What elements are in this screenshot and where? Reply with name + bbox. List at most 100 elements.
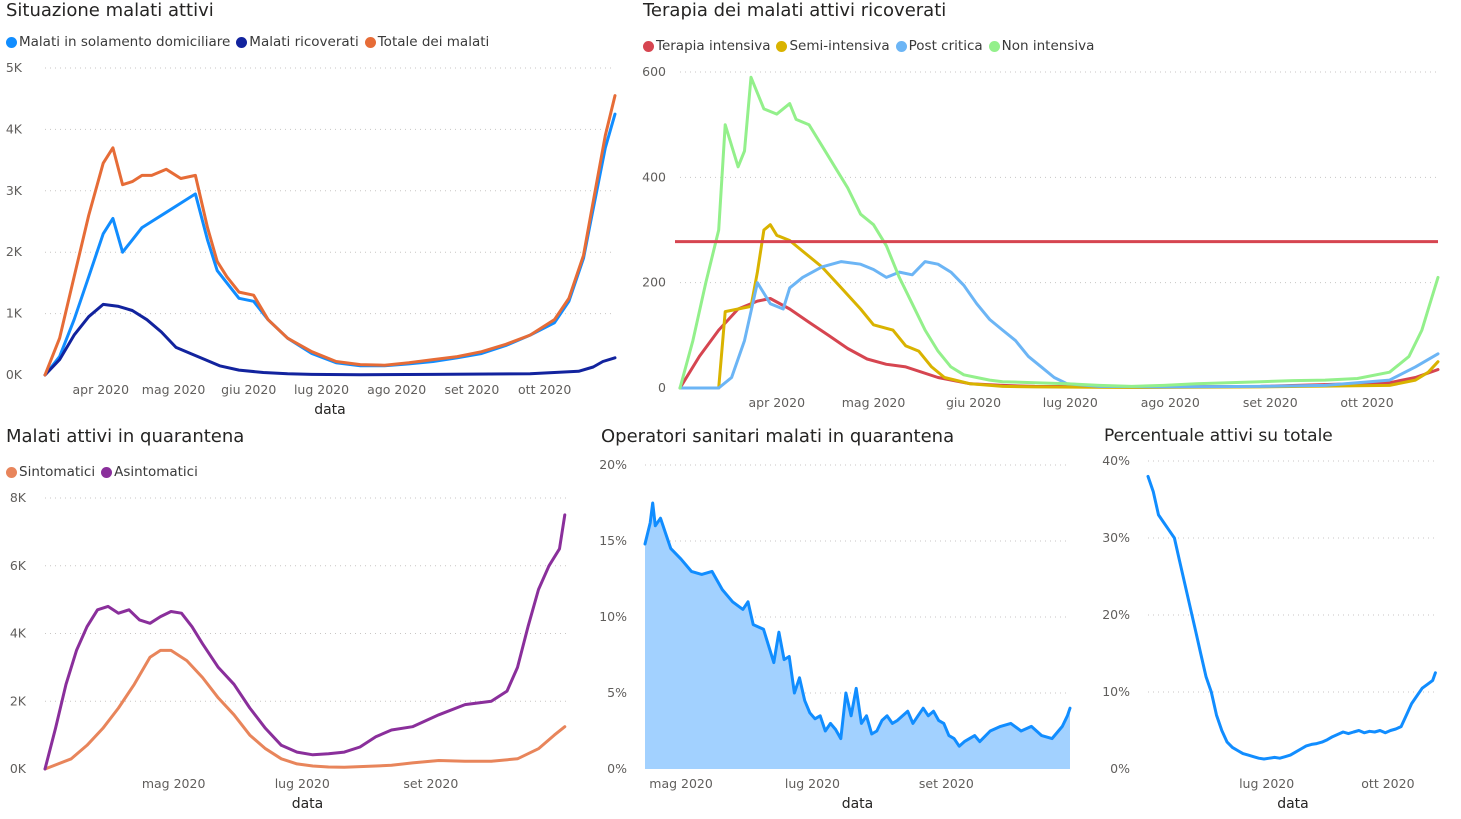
- chart-title: Situazione malati attivi: [6, 0, 214, 21]
- y-tick-label: 8K: [10, 490, 27, 505]
- chart-panel-quarantena[interactable]: Malati attivi in quarantena Sintomatici A…: [0, 422, 590, 819]
- legend-item[interactable]: Post critica: [895, 38, 983, 54]
- legend-marker: [236, 36, 248, 48]
- y-tick-label: 1K: [6, 306, 23, 321]
- x-tick-label: lug 2020: [785, 776, 840, 791]
- x-tick-label: giu 2020: [946, 395, 1001, 410]
- x-tick-label: set 2020: [403, 776, 458, 791]
- legend-marker: [6, 466, 17, 478]
- chart-panel-situazione[interactable]: Situazione malati attivi Malati in solam…: [0, 0, 620, 420]
- x-axis-title: data: [1277, 796, 1309, 812]
- x-tick-label: lug 2020: [294, 382, 349, 397]
- series-line[interactable]: [1146, 474, 1437, 761]
- x-tick-label: ott 2020: [518, 382, 571, 397]
- chart-legend[interactable]: Terapia intensiva Semi-intensiva Post crit…: [643, 38, 1094, 54]
- legend-item[interactable]: Malati ricoverati: [236, 34, 359, 50]
- x-tick-label: set 2020: [444, 382, 499, 397]
- legend-label: Terapia intensiva: [656, 38, 771, 54]
- chart-title: Terapia dei malati attivi ricoverati: [643, 0, 947, 21]
- legend-marker: [364, 36, 376, 48]
- legend-item[interactable]: Sintomatici: [6, 464, 95, 480]
- y-tick-label: 400: [642, 169, 666, 184]
- x-tick-label: set 2020: [919, 776, 974, 791]
- y-tick-label: 0: [658, 380, 666, 395]
- legend-label: Malati ricoverati: [249, 34, 359, 50]
- y-tick-label: 0K: [6, 367, 23, 382]
- legend-label: Totale dei malati: [377, 34, 490, 50]
- legend-marker: [895, 40, 907, 52]
- legend-label: Sintomatici: [19, 464, 96, 480]
- legend-label: Asintomatici: [114, 464, 198, 480]
- x-tick-label: apr 2020: [73, 382, 130, 397]
- series-line[interactable]: [678, 75, 1440, 390]
- y-tick-label: 0%: [1110, 761, 1130, 776]
- chart-panel-terapia[interactable]: Terapia dei malati attivi ricoverati Ter…: [630, 0, 1461, 420]
- legend-item[interactable]: Terapia intensiva: [643, 38, 770, 54]
- series-line[interactable]: [43, 94, 617, 377]
- series-line[interactable]: [678, 223, 1440, 390]
- chart-plot[interactable]: 0% 10% 20% 30% 40% lug 2020 ott 2020 data: [1098, 422, 1461, 819]
- series-line[interactable]: [643, 501, 1072, 748]
- x-tick-label: ott 2020: [1340, 395, 1393, 410]
- y-tick-label: 40%: [1102, 453, 1130, 468]
- x-tick-label: mag 2020: [142, 776, 206, 791]
- y-tick-label: 4K: [10, 626, 27, 641]
- x-tick-label: ago 2020: [367, 382, 426, 397]
- x-tick-label: giu 2020: [221, 382, 276, 397]
- y-tick-label: 10%: [599, 609, 627, 624]
- x-tick-label: lug 2020: [275, 776, 330, 791]
- legend-item[interactable]: Malati in solamento domiciliare: [6, 34, 230, 50]
- x-tick-label: ago 2020: [1141, 395, 1200, 410]
- x-axis-title: data: [842, 796, 874, 812]
- x-axis-title: data: [314, 402, 346, 418]
- series-line[interactable]: [678, 297, 1440, 390]
- chart-plot[interactable]: 0% 5% 10% 15% 20% mag 2020 lug 2020 set 2020 dat…: [595, 422, 1095, 819]
- chart-title: Malati attivi in quarantena: [6, 426, 245, 447]
- x-tick-label: apr 2020: [749, 395, 806, 410]
- chart-panel-percentuale[interactable]: Percentuale attivi su totale 0% 10% 20% 30%…: [1098, 422, 1461, 819]
- y-tick-label: 3K: [6, 183, 23, 198]
- y-tick-label: 4K: [6, 121, 23, 136]
- y-tick-label: 0K: [10, 761, 27, 776]
- legend-item[interactable]: Semi-intensiva: [776, 38, 890, 54]
- legend-marker: [6, 36, 17, 48]
- series-line[interactable]: [43, 302, 617, 377]
- legend-marker: [101, 466, 113, 478]
- y-tick-label: 6K: [10, 558, 27, 573]
- legend-item[interactable]: Non intensiva: [988, 38, 1095, 54]
- y-tick-label: 30%: [1102, 530, 1130, 545]
- y-tick-label: 200: [642, 275, 666, 290]
- series-line[interactable]: [678, 260, 1440, 390]
- x-tick-label: mag 2020: [649, 776, 713, 791]
- chart-legend[interactable]: Sintomatici Asintomatici: [6, 464, 198, 480]
- legend-label: Non intensiva: [1001, 38, 1095, 54]
- chart-plot[interactable]: 0K 1K 2K 3K 4K 5K apr 2020 mag 2020 giu 2020 lug …: [0, 0, 620, 420]
- y-tick-label: 5%: [607, 685, 627, 700]
- chart-panel-operatori[interactable]: Operatori sanitari malati in quarantena …: [595, 422, 1095, 819]
- area-fill[interactable]: [645, 503, 1070, 769]
- chart-plot[interactable]: 0 200 400 600 apr 2020 mag 2020 giu 2020 lug 20…: [630, 0, 1461, 420]
- legend-marker: [643, 40, 654, 52]
- legend-label: Semi-intensiva: [789, 38, 890, 54]
- x-tick-label: mag 2020: [842, 395, 906, 410]
- y-tick-label: 20%: [599, 457, 627, 472]
- chart-legend[interactable]: Malati in solamento domiciliare Malati ri…: [6, 34, 489, 50]
- x-tick-label: lug 2020: [1043, 395, 1098, 410]
- chart-title: Operatori sanitari malati in quarantena: [601, 426, 955, 447]
- legend-item[interactable]: Totale dei malati: [364, 34, 490, 50]
- y-tick-label: 10%: [1102, 684, 1130, 699]
- series-line[interactable]: [43, 513, 567, 771]
- x-axis-title: data: [292, 796, 324, 812]
- legend-marker: [988, 40, 1000, 52]
- legend-item[interactable]: Asintomatici: [101, 464, 198, 480]
- chart-plot[interactable]: 0K 2K 4K 6K 8K mag 2020 lug 2020 set 2020 data: [0, 422, 590, 819]
- y-tick-label: 2K: [6, 244, 23, 259]
- x-tick-label: ott 2020: [1361, 776, 1414, 791]
- y-tick-label: 0%: [607, 761, 627, 776]
- y-tick-label: 600: [642, 64, 666, 79]
- x-tick-label: lug 2020: [1239, 776, 1294, 791]
- x-tick-label: mag 2020: [142, 382, 206, 397]
- legend-marker: [776, 40, 788, 52]
- legend-label: Post critica: [908, 38, 983, 54]
- series-line[interactable]: [43, 648, 567, 771]
